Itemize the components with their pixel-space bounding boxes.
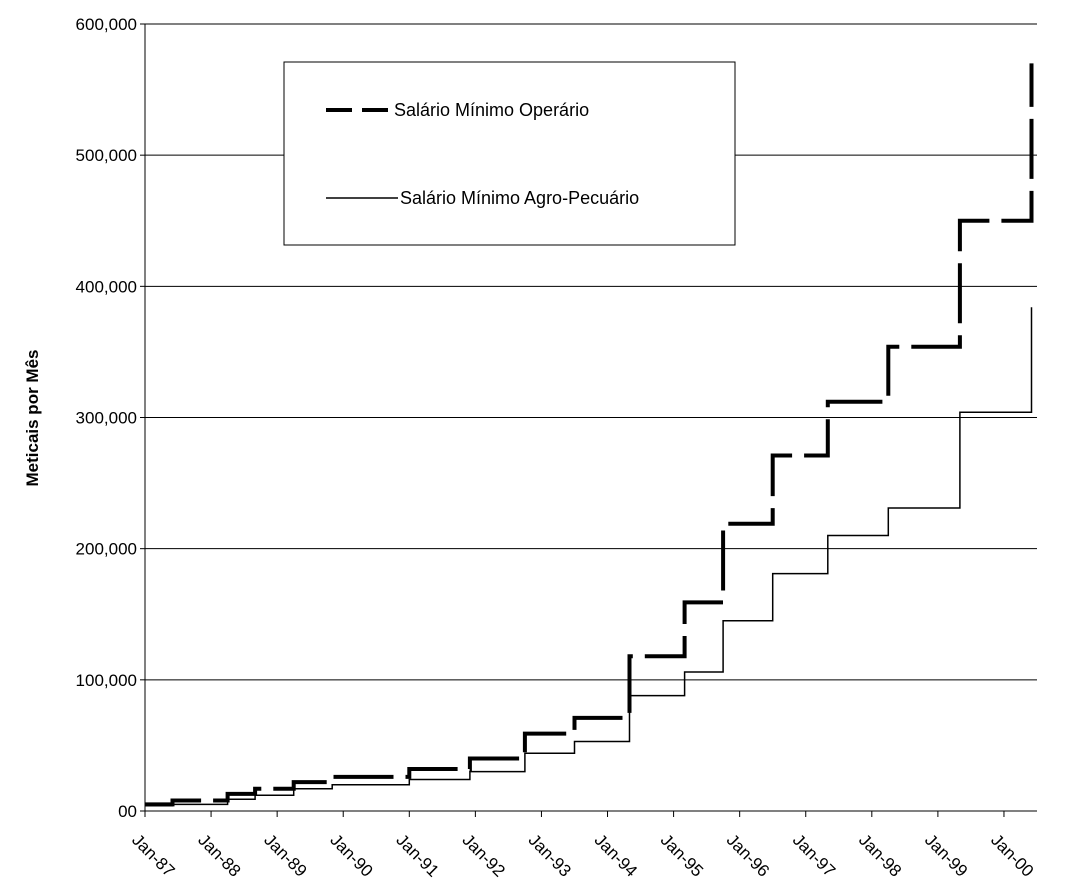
y-tick-label: 100,000 — [76, 671, 137, 690]
x-tick-label: Jan-89 — [260, 830, 310, 880]
y-tick-label: 500,000 — [76, 146, 137, 165]
series-lines — [145, 63, 1034, 807]
x-tick-label: Jan-88 — [194, 830, 244, 880]
x-tick-label: Jan-99 — [921, 830, 971, 880]
y-tick-labels: 00 100,000 200,000 300,000 400,000 500,000 600… — [76, 15, 137, 821]
legend-box — [283, 61, 736, 246]
series-line-agro — [145, 307, 1033, 807]
x-tick-label: Jan-94 — [591, 830, 641, 880]
y-tick-label: 600,000 — [76, 15, 137, 34]
x-tick-label: Jan-98 — [855, 830, 905, 880]
x-tick-label: Jan-92 — [459, 830, 509, 880]
x-tick-label: Jan-90 — [326, 830, 376, 880]
y-tick-label: 300,000 — [76, 409, 137, 428]
legend: Salário Mínimo Operário Salário Mínimo A… — [283, 61, 736, 246]
y-axis-label: Meticais por Mês — [23, 350, 42, 487]
x-tick-label: Jan-95 — [657, 830, 707, 880]
legend-label-agro: Salário Mínimo Agro-Pecuário — [400, 188, 639, 208]
x-tick-label: Jan-96 — [723, 830, 773, 880]
series-line-operario — [145, 63, 1034, 807]
y-tick-label: 00 — [118, 802, 137, 821]
y-tick-label: 200,000 — [76, 540, 137, 559]
legend-label-operario: Salário Mínimo Operário — [394, 100, 589, 120]
x-tick-label: Jan-87 — [128, 830, 178, 880]
x-tick-label: Jan-00 — [987, 830, 1037, 880]
x-tick-label: Jan-93 — [525, 830, 575, 880]
x-tick-labels: Jan-87 Jan-88 Jan-89 Jan-90 Jan-91 Jan-92 Jan-… — [128, 830, 1037, 880]
x-tick-label: Jan-91 — [392, 830, 442, 880]
axes — [140, 23, 1037, 817]
y-tick-label: 400,000 — [76, 277, 137, 296]
x-tick-label: Jan-97 — [789, 830, 839, 880]
